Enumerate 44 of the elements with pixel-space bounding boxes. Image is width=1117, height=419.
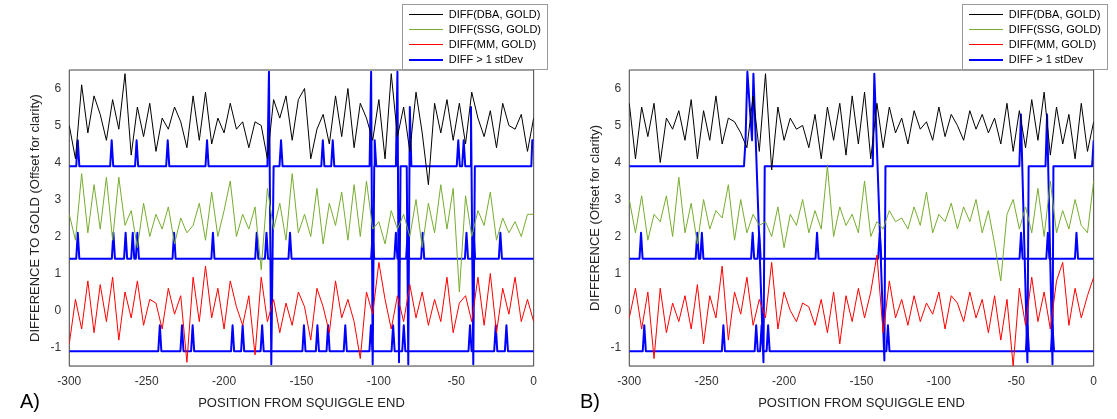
legend-label: DIFF(DBA, GOLD) <box>1008 7 1101 22</box>
y-tick-label: 6 <box>614 80 622 95</box>
text: A) <box>20 390 40 413</box>
x-axis-title: POSITION FROM SQUIGGLE END <box>758 394 965 410</box>
x-tick-label: -250 <box>694 373 719 388</box>
x-tick-label: -300 <box>57 373 82 388</box>
y-tick-label: 4 <box>54 154 62 169</box>
text: B) <box>580 390 600 413</box>
legend-label: DIFF(SSG, GOLD) <box>448 22 541 37</box>
x-tick-label: -150 <box>849 373 874 388</box>
y-tick-label: 5 <box>54 117 62 132</box>
x-tick-label: -300 <box>617 373 642 388</box>
legend-label: DIFF > 1 stDev <box>1008 52 1083 67</box>
y-tick-label: -1 <box>610 339 622 354</box>
y-axis-title: DIFFERENCE TO GOLD (Offset for clarity) <box>27 94 43 342</box>
x-tick-label: -150 <box>289 373 314 388</box>
legend-label: DIFF(SSG, GOLD) <box>1008 22 1101 37</box>
x-tick-label: 0 <box>1090 373 1098 388</box>
x-tick-label: -100 <box>366 373 392 388</box>
y-tick-label: -1 <box>50 339 62 354</box>
y-tick-label: 2 <box>54 228 62 243</box>
x-tick-label: -200 <box>212 373 237 388</box>
x-axis-title: POSITION FROM SQUIGGLE END <box>198 394 405 410</box>
legend-label: DIFF > 1 stDev <box>448 52 523 67</box>
x-tick-label: -50 <box>1007 373 1026 388</box>
y-tick-label: 0 <box>614 302 622 317</box>
y-tick-label: 0 <box>54 302 62 317</box>
y-tick-label: 1 <box>54 265 62 280</box>
y-tick-label: 4 <box>614 154 622 169</box>
y-tick-label: 6 <box>54 80 62 95</box>
y-tick-label: 1 <box>614 265 622 280</box>
y-tick-label: 2 <box>614 228 622 243</box>
x-tick-label: -200 <box>772 373 797 388</box>
y-axis-title: DIFFERENCE (Offset for clarity) <box>587 124 603 312</box>
legend-label: DIFF(MM, GOLD) <box>448 37 537 52</box>
x-tick-label: -100 <box>926 373 952 388</box>
x-tick-label: 0 <box>530 373 538 388</box>
y-tick-label: 3 <box>614 191 622 206</box>
y-tick-label: 3 <box>54 191 62 206</box>
x-tick-label: -250 <box>134 373 159 388</box>
legend-label: DIFF(DBA, GOLD) <box>448 7 541 22</box>
x-tick-label: -50 <box>447 373 466 388</box>
y-tick-label: 5 <box>614 117 622 132</box>
legend-label: DIFF(MM, GOLD) <box>1008 37 1097 52</box>
